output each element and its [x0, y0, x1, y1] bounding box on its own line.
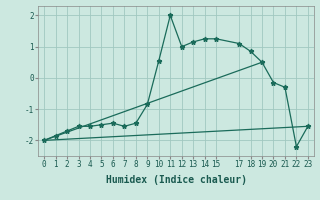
X-axis label: Humidex (Indice chaleur): Humidex (Indice chaleur): [106, 175, 246, 185]
